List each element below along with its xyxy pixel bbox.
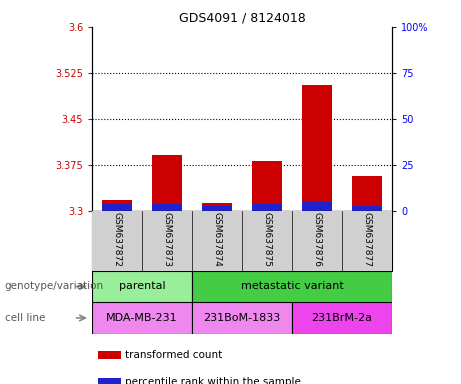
Text: percentile rank within the sample: percentile rank within the sample	[125, 377, 301, 384]
Bar	[242, 211, 292, 271]
Text: cell line: cell line	[5, 313, 45, 323]
Bar	[192, 271, 392, 302]
Text: GSM637875: GSM637875	[262, 212, 272, 267]
Bar	[152, 204, 182, 211]
Bar	[302, 202, 332, 211]
Bar	[142, 211, 192, 271]
Bar	[192, 211, 242, 271]
Bar	[92, 271, 192, 302]
Bar	[192, 302, 292, 334]
Bar	[202, 203, 232, 211]
Bar	[98, 351, 121, 359]
Text: MDA-MB-231: MDA-MB-231	[106, 313, 178, 323]
Bar	[98, 378, 121, 384]
Text: GSM637876: GSM637876	[313, 212, 321, 267]
Bar	[292, 211, 342, 271]
Text: metastatic variant: metastatic variant	[241, 281, 343, 291]
Text: GSM637874: GSM637874	[213, 212, 222, 267]
Bar	[92, 302, 192, 334]
Bar	[252, 204, 282, 211]
Text: transformed count: transformed count	[125, 350, 222, 360]
Text: genotype/variation: genotype/variation	[5, 281, 104, 291]
Text: GSM637877: GSM637877	[362, 212, 372, 267]
Bar	[302, 85, 332, 211]
Bar	[252, 161, 282, 211]
Title: GDS4091 / 8124018: GDS4091 / 8124018	[179, 11, 305, 24]
Bar	[292, 302, 392, 334]
Bar	[342, 211, 392, 271]
Bar	[152, 155, 182, 211]
Text: parental: parental	[119, 281, 165, 291]
Text: 231BoM-1833: 231BoM-1833	[203, 313, 281, 323]
Bar	[202, 206, 232, 211]
Bar	[102, 200, 132, 211]
Bar	[92, 211, 142, 271]
Text: GSM637872: GSM637872	[112, 212, 122, 267]
Text: GSM637873: GSM637873	[163, 212, 171, 267]
Bar	[352, 206, 382, 211]
Bar	[102, 204, 132, 211]
Text: 231BrM-2a: 231BrM-2a	[312, 313, 372, 323]
Bar	[352, 175, 382, 211]
